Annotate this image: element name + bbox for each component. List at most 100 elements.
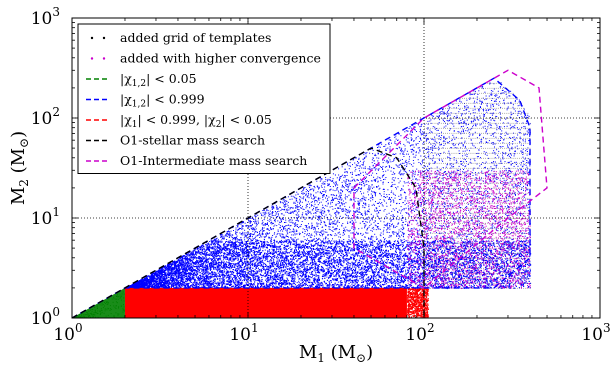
blue-point — [309, 236, 311, 238]
blue-point — [430, 214, 432, 216]
blue-point — [345, 281, 347, 283]
blue-point — [295, 200, 297, 202]
blue-point — [308, 284, 310, 286]
blue-point — [329, 189, 331, 191]
blue-point — [309, 185, 311, 187]
blue-point — [448, 186, 450, 188]
blue-point — [484, 207, 486, 209]
blue-point — [188, 282, 190, 284]
blue-point — [463, 172, 465, 174]
blue-point — [349, 199, 351, 201]
blue-point — [309, 187, 311, 188]
blue-point — [383, 196, 385, 198]
blue-point — [256, 213, 257, 215]
blue-point — [267, 253, 269, 255]
blue-point — [241, 234, 243, 236]
blue-point — [510, 90, 512, 92]
blue-point — [389, 159, 391, 161]
blue-point — [200, 262, 202, 264]
blue-point — [475, 270, 477, 272]
blue-point — [372, 249, 373, 251]
blue-point — [403, 282, 404, 284]
blue-point — [494, 161, 496, 163]
blue-point — [332, 238, 333, 240]
blue-point — [250, 274, 252, 276]
blue-point — [337, 203, 339, 205]
blue-point — [395, 153, 397, 155]
blue-point — [367, 227, 369, 229]
blue-point — [184, 261, 186, 263]
blue-point — [445, 171, 446, 173]
blue-point — [316, 234, 318, 236]
blue-point — [294, 274, 295, 276]
blue-point — [349, 229, 351, 231]
blue-point — [447, 115, 449, 116]
blue-point — [504, 161, 506, 163]
blue-point — [244, 229, 246, 231]
blue-point — [487, 126, 489, 128]
blue-point — [232, 239, 234, 241]
blue-point — [401, 188, 403, 189]
blue-point — [226, 280, 228, 282]
blue-point — [494, 153, 496, 155]
blue-point — [180, 257, 182, 259]
blue-point — [368, 252, 370, 253]
blue-point — [376, 178, 378, 180]
blue-point — [514, 99, 516, 101]
blue-point — [425, 135, 426, 137]
blue-point — [424, 200, 426, 202]
blue-point — [303, 236, 305, 238]
blue-point — [281, 257, 283, 259]
blue-point — [429, 189, 431, 191]
blue-point — [403, 228, 405, 230]
blue-point — [402, 152, 404, 154]
blue-point — [161, 267, 163, 269]
blue-point — [435, 272, 437, 273]
blue-point — [416, 233, 418, 235]
blue-point — [280, 279, 282, 281]
blue-point — [328, 223, 330, 225]
blue-point — [337, 201, 339, 202]
blue-point — [280, 235, 282, 237]
blue-point — [372, 165, 374, 167]
blue-point — [484, 125, 486, 127]
blue-point — [296, 282, 298, 284]
blue-point — [363, 182, 365, 184]
blue-point — [305, 255, 307, 257]
blue-point — [281, 274, 283, 276]
blue-point — [328, 211, 330, 213]
blue-point — [408, 234, 410, 235]
blue-point — [525, 281, 527, 283]
blue-point — [461, 113, 462, 115]
blue-point — [384, 154, 385, 156]
blue-point — [310, 273, 312, 275]
blue-point — [342, 257, 343, 259]
blue-point — [317, 231, 319, 233]
blue-point — [318, 275, 320, 277]
blue-point — [320, 282, 322, 284]
blue-point — [300, 246, 302, 248]
blue-point — [518, 99, 520, 101]
blue-point — [202, 264, 204, 266]
blue-point — [501, 267, 503, 268]
blue-point — [375, 201, 376, 203]
blue-point — [429, 177, 431, 178]
blue-point — [529, 207, 530, 209]
blue-point — [353, 186, 355, 188]
blue-point — [274, 203, 276, 205]
blue-point — [294, 270, 296, 272]
blue-point — [297, 207, 299, 209]
blue-point — [232, 238, 234, 239]
blue-point — [369, 284, 371, 286]
blue-point — [249, 242, 250, 244]
blue-point — [475, 174, 477, 176]
blue-point — [208, 254, 210, 256]
blue-point — [478, 108, 480, 110]
blue-point — [366, 279, 368, 281]
blue-point — [323, 238, 325, 240]
blue-point — [408, 214, 410, 216]
blue-point — [305, 213, 306, 215]
blue-point — [446, 219, 448, 221]
blue-point — [367, 218, 369, 220]
blue-point — [248, 218, 249, 220]
